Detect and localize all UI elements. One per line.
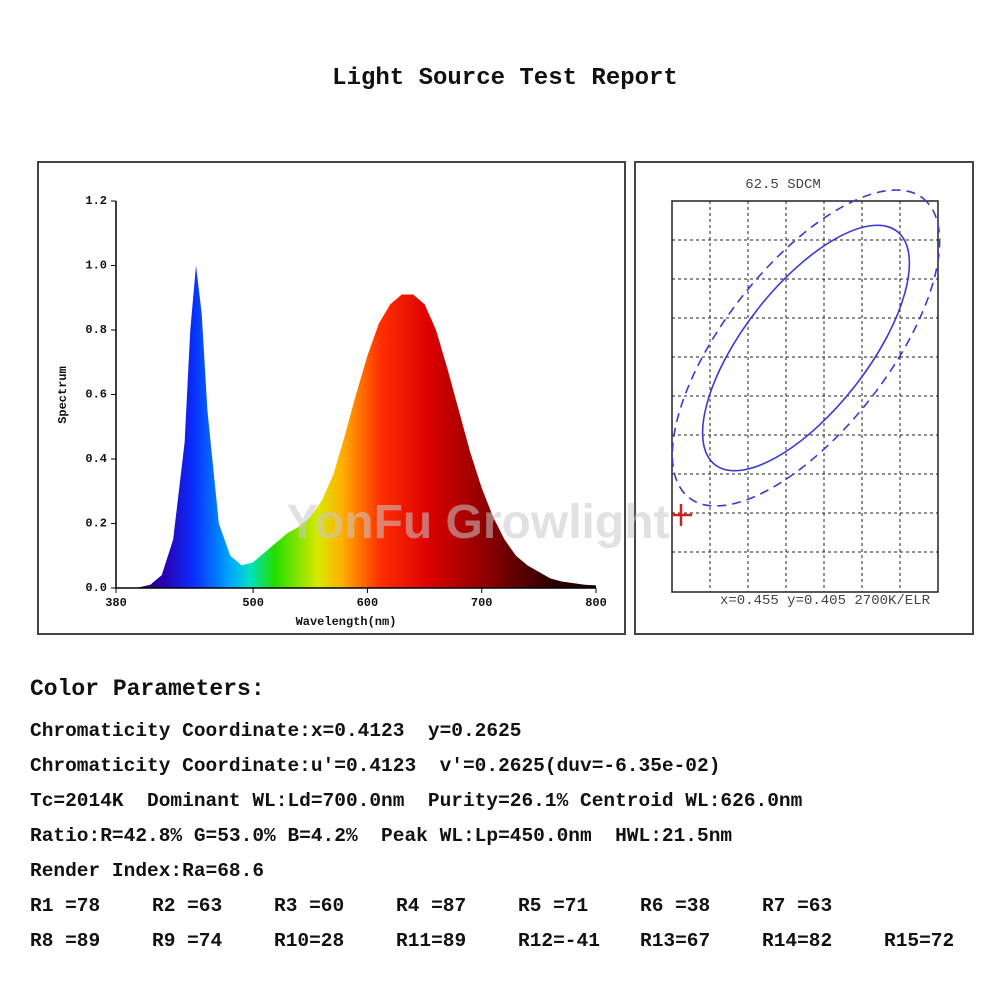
y-tick-label: 0.0	[85, 581, 107, 595]
y-axis-label: Spectrum	[56, 366, 70, 424]
render-index: R11=89	[396, 930, 466, 952]
render-index: R6 =38	[640, 895, 710, 917]
sdcm-ellipse	[701, 224, 911, 472]
parameter-line: Chromaticity Coordinate:x=0.4123 y=0.262…	[30, 720, 521, 742]
watermark: YonFu Growlight	[286, 496, 669, 549]
sdcm-panel	[634, 161, 974, 635]
render-index: R7 =63	[762, 895, 832, 917]
sdcm-plot: 62.5 SDCM x=0.455 y=0.405 2700K/ELR	[671, 177, 941, 609]
x-tick-label: 380	[105, 596, 127, 610]
render-index: R14=82	[762, 930, 832, 952]
y-tick-label: 0.2	[85, 517, 107, 531]
x-tick-label: 500	[242, 596, 264, 610]
x-tick-label: 600	[357, 596, 379, 610]
render-index: R4 =87	[396, 895, 466, 917]
render-index: R5 =71	[518, 895, 588, 917]
parameter-line: Tc=2014K Dominant WL:Ld=700.0nm Purity=2…	[30, 790, 802, 812]
render-index: R8 =89	[30, 930, 100, 952]
x-tick-label: 800	[585, 596, 607, 610]
render-index: R3 =60	[274, 895, 344, 917]
render-index: R2 =63	[152, 895, 222, 917]
title: Light Source Test Report	[332, 65, 678, 92]
render-index: R13=67	[640, 930, 710, 952]
parameters: Chromaticity Coordinate:x=0.4123 y=0.262…	[30, 720, 954, 952]
spectrum-chart: 0.0 0.2 0.4 0.6 0.8 1.0 1.2 380 500 600 700 800 Wave…	[56, 194, 607, 629]
parameter-line: Ratio:R=42.8% G=53.0% B=4.2% Peak WL:Lp=…	[30, 825, 732, 847]
render-index: R1 =78	[30, 895, 100, 917]
spectrum-area	[116, 265, 596, 588]
sdcm-caption: x=0.455 y=0.405 2700K/ELR	[720, 593, 931, 609]
parameter-line: Render Index:Ra=68.6	[30, 860, 264, 882]
section-heading: Color Parameters:	[30, 676, 265, 702]
x-axis-label: Wavelength(nm)	[296, 615, 397, 629]
render-index: R12=-41	[518, 930, 600, 952]
y-tick-label: 1.2	[85, 194, 107, 208]
render-index: R10=28	[274, 930, 344, 952]
sdcm-ellipse-outer	[671, 189, 941, 507]
y-tick-label: 0.8	[85, 323, 107, 337]
x-tick-label: 700	[471, 596, 493, 610]
y-tick-label: 0.6	[85, 388, 107, 402]
test-point	[672, 504, 692, 526]
y-tick-label: 0.4	[85, 452, 107, 466]
sdcm-grid	[672, 201, 938, 592]
render-index: R9 =74	[152, 930, 223, 952]
sdcm-title: 62.5 SDCM	[745, 177, 821, 193]
spectrum-panel	[37, 161, 626, 635]
parameter-line: Chromaticity Coordinate:u'=0.4123 v'=0.2…	[30, 755, 720, 777]
render-index: R15=72	[884, 930, 954, 952]
y-tick-label: 1.0	[85, 259, 107, 273]
